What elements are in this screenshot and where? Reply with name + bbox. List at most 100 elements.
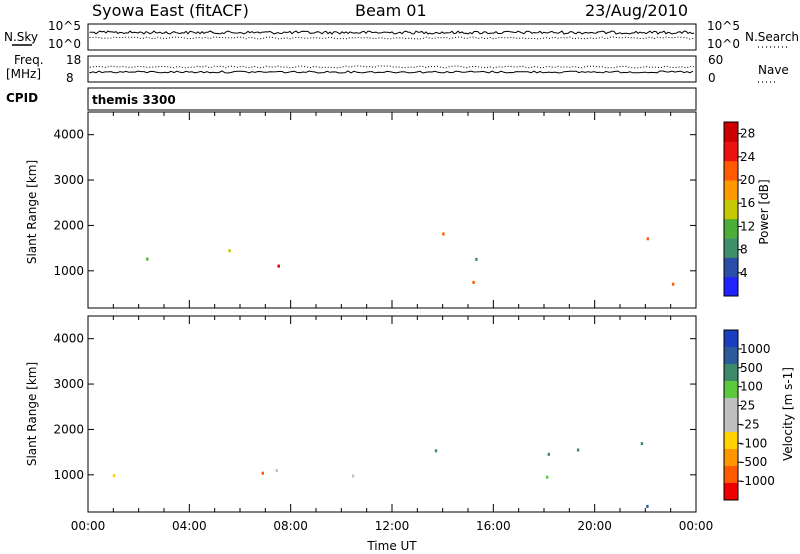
colorbar-segment <box>724 483 738 501</box>
data-cell <box>646 504 649 508</box>
colorbar-tick-label: -100 <box>740 436 767 450</box>
colorbar-tick-label: -1000 <box>740 474 775 488</box>
colorbar-tick-label: 100 <box>740 380 763 394</box>
data-cell <box>228 249 231 253</box>
y-tick-label: 4000 <box>53 332 84 346</box>
colorbar-segment <box>724 199 738 220</box>
nsearch-line <box>89 36 695 40</box>
data-cell <box>146 257 149 261</box>
colorbar-segment <box>724 381 738 399</box>
colorbar-tick-label: 24 <box>740 150 755 164</box>
nave-line <box>89 65 694 69</box>
nsky-tick-bottom: 10^0 <box>48 37 81 51</box>
y-tick-label: 3000 <box>53 173 84 187</box>
data-cell <box>442 232 445 236</box>
colorbar-tick-label: 16 <box>740 196 755 210</box>
x-axis-labels: 00:00 04:00 08:00 12:00 16:00 20:00 00:00 <box>71 519 714 533</box>
x-axis-title: Time UT <box>366 539 417 553</box>
data-cell <box>547 452 550 456</box>
velocity-panel: 1000 2000 3000 4000 Slant Range [km] <box>25 315 697 513</box>
y-tick-label: 4000 <box>53 128 84 142</box>
power-colorbar-label: Power [dB] <box>757 179 771 244</box>
x-tick-label: 12:00 <box>375 519 410 533</box>
colorbar-segment <box>724 238 738 258</box>
velocity-colorbar: 1000 500 100 25 -25 -100 -500 -1000 Velocity [m… <box>723 329 795 501</box>
date-title: 23/Aug/2010 <box>585 1 688 20</box>
colorbar-segment <box>724 398 738 416</box>
colorbar-segment <box>724 466 738 484</box>
colorbar-tick-label: 28 <box>740 127 755 141</box>
y-tick-label: 2000 <box>53 422 84 436</box>
data-cell <box>576 448 580 452</box>
nave-tick-top: 60 <box>708 53 723 67</box>
velocity-ylabel: Slant Range [km] <box>25 362 39 466</box>
velocity-y-axis: 1000 2000 3000 4000 <box>53 332 696 482</box>
colorbar-tick-label: -500 <box>740 455 767 469</box>
data-cell <box>640 442 644 446</box>
colorbar-tick-label: 1000 <box>740 342 771 356</box>
freq-tick-top: 18 <box>66 53 81 67</box>
data-cell <box>351 474 355 478</box>
power-colorbar: 4 8 12 16 20 24 28 Power [dB] <box>723 121 771 297</box>
data-cell <box>472 280 475 284</box>
colorbar-tick-label: 4 <box>740 266 748 280</box>
data-cell <box>671 282 675 286</box>
freq-label-line1: Freq. <box>14 53 44 67</box>
data-cell <box>434 449 438 453</box>
colorbar-segment <box>724 180 738 200</box>
station-title: Syowa East (fitACF) <box>92 1 249 20</box>
freq-label-line2: [MHz] <box>6 67 41 81</box>
nsky-trace <box>89 30 695 40</box>
x-tick-label: 16:00 <box>476 519 511 533</box>
nsky-panel: N.Sky 10^5 10^0 10^5 10^0 N.Search <box>4 19 799 51</box>
beam-title: Beam 01 <box>355 1 427 20</box>
colorbar-tick-label: 20 <box>740 173 755 187</box>
x-tick-label: 20:00 <box>577 519 612 533</box>
data-cell <box>112 474 116 478</box>
freq-trace <box>89 65 694 74</box>
data-cell <box>261 471 264 475</box>
x-tick-label: 04:00 <box>172 519 207 533</box>
power-cells <box>146 232 675 286</box>
data-cell <box>275 469 278 473</box>
colorbar-tick-label: 12 <box>740 219 755 233</box>
colorbar-segment <box>724 160 738 181</box>
colorbar-segment <box>724 449 738 467</box>
velocity-colorbar-label: Velocity [m s-1] <box>781 367 795 461</box>
colorbar-segment <box>724 347 738 365</box>
x-tick-label: 00:00 <box>71 519 106 533</box>
colorbar-segment <box>724 218 738 239</box>
data-cell <box>277 264 280 268</box>
freq-panel: Freq. [MHz] 18 8 60 0 Nave <box>6 53 789 85</box>
y-tick-label: 1000 <box>53 264 84 278</box>
data-cell <box>646 237 650 241</box>
power-ylabel: Slant Range [km] <box>25 160 39 264</box>
nsearch-tick-top: 10^5 <box>707 19 740 33</box>
cpid-value: themis 3300 <box>92 93 176 107</box>
colorbar-segment <box>724 141 738 162</box>
cpid-panel: CPID themis 3300 <box>6 87 697 111</box>
colorbar-segment <box>724 364 738 382</box>
colorbar-segment <box>724 432 738 450</box>
power-panel: 1000 2000 3000 4000 Slant Range [km] <box>25 111 697 309</box>
nave-tick-bottom: 0 <box>708 71 716 85</box>
nsearch-label: N.Search <box>745 30 799 44</box>
colorbar-segment <box>724 257 738 278</box>
colorbar-tick-label: 25 <box>740 399 755 413</box>
nsky-label: N.Sky <box>4 30 38 44</box>
colorbar-segment <box>724 330 738 348</box>
power-y-axis: 1000 2000 3000 4000 <box>53 128 696 278</box>
colorbar-segment <box>724 276 738 297</box>
data-cell <box>546 475 549 479</box>
freq-line <box>89 70 694 74</box>
nsearch-tick-bottom: 10^0 <box>707 37 740 51</box>
x-tick-label: 08:00 <box>273 519 308 533</box>
x-tick-label: 00:00 <box>679 519 714 533</box>
freq-tick-bottom: 8 <box>66 71 74 85</box>
y-tick-label: 3000 <box>53 377 84 391</box>
power-x-ticks <box>87 112 697 308</box>
velocity-x-ticks <box>87 316 697 512</box>
nsky-tick-top: 10^5 <box>48 19 81 33</box>
nave-label: Nave <box>758 63 789 77</box>
